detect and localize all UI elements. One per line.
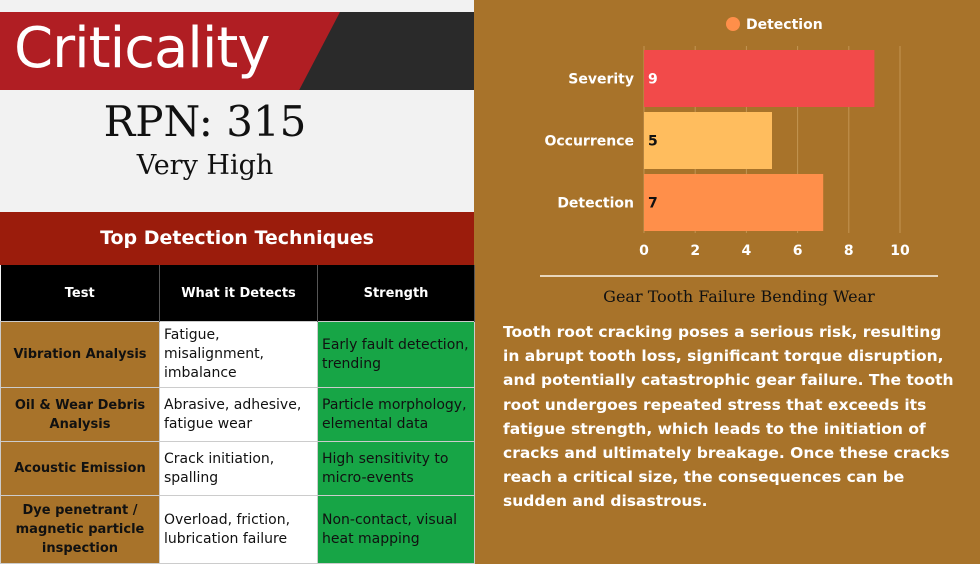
- cell-detects: Crack initiation, spalling: [159, 441, 318, 496]
- tick-label: 10: [890, 243, 910, 259]
- value-label: 5: [648, 134, 658, 150]
- value-label: 9: [648, 72, 658, 88]
- bar-severity: [644, 50, 875, 107]
- column-header-strength: Strength: [317, 265, 475, 322]
- rpn-level: Very High: [136, 150, 274, 181]
- description-title: Gear Tooth Failure Bending Wear: [603, 287, 875, 306]
- chart-value-labels: 9 5 7: [648, 72, 658, 212]
- chart-category-labels: Severity Occurrence Detection: [544, 72, 634, 212]
- cell-strength: Non-contact, visual heat mapping: [317, 495, 475, 564]
- legend-swatch: [726, 17, 740, 31]
- chart-legend: Detection: [726, 17, 823, 33]
- criticality-banner: Criticality: [0, 12, 474, 90]
- legend-label: Detection: [746, 17, 823, 33]
- cell-test: Dye penetrant / magnetic particle inspec…: [0, 495, 160, 564]
- cell-strength: High sensitivity to micro-events: [317, 441, 475, 496]
- cell-detects: Overload, friction, lubrication failure: [159, 495, 318, 564]
- value-label: 7: [648, 196, 658, 212]
- tick-label: 0: [639, 243, 649, 259]
- rpn-value: RPN: 315: [103, 97, 307, 146]
- cell-strength: Early fault detection, trending: [317, 321, 475, 388]
- description-body: Tooth root cracking poses a serious risk…: [503, 323, 954, 511]
- tick-label: 6: [793, 243, 803, 259]
- banner-title: Criticality: [14, 16, 271, 81]
- chart-tick-labels: 0 2 4 6 8 10: [639, 243, 910, 259]
- category-label: Occurrence: [544, 134, 634, 150]
- tick-label: 4: [742, 243, 752, 259]
- column-header-detects: What it Detects: [159, 265, 318, 322]
- cell-detects: Abrasive, adhesive, fatigue wear: [159, 387, 318, 442]
- cell-detects: Fatigue, misalignment, imbalance: [159, 321, 318, 388]
- category-label: Severity: [568, 72, 634, 88]
- chart-bars: [644, 50, 875, 231]
- bar-detection: [644, 174, 824, 231]
- criticality-panel: Criticality RPN: 315 Very High Top Detec…: [0, 0, 475, 564]
- bar-occurrence: [644, 112, 772, 169]
- cell-strength: Particle morphology, elemental data: [317, 387, 475, 442]
- table-header-row: Test What it Detects Strength: [0, 265, 475, 322]
- table-row: Acoustic Emission Crack initiation, spal…: [0, 441, 475, 496]
- cell-test: Acoustic Emission: [0, 441, 160, 496]
- techniques-table: Test What it Detects Strength Vibration …: [0, 265, 475, 564]
- column-header-test: Test: [0, 265, 160, 322]
- tick-label: 2: [690, 243, 700, 259]
- techniques-header: Top Detection Techniques: [0, 212, 474, 265]
- table-row: Oil & Wear Debris Analysis Abrasive, adh…: [0, 387, 475, 442]
- banner-red-stripe: [0, 12, 340, 90]
- category-label: Detection: [557, 196, 634, 212]
- table-row: Vibration Analysis Fatigue, misalignment…: [0, 321, 475, 388]
- cell-test: Oil & Wear Debris Analysis: [0, 387, 160, 442]
- cell-test: Vibration Analysis: [0, 321, 160, 388]
- tick-label: 8: [844, 243, 854, 259]
- table-row: Dye penetrant / magnetic particle inspec…: [0, 495, 475, 564]
- description-divider: [540, 275, 938, 277]
